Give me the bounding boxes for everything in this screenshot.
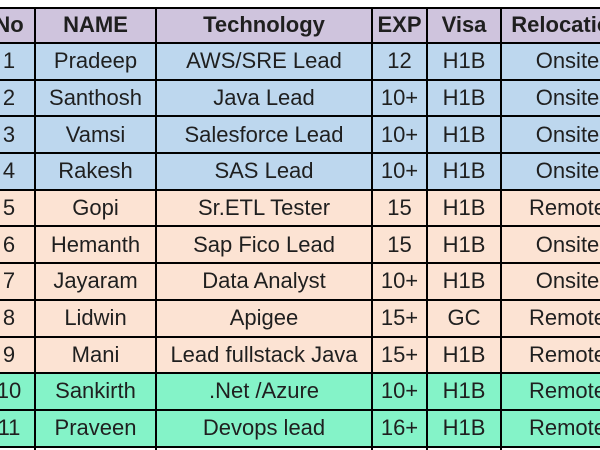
- cell-technology: Data Analyst: [155, 262, 373, 301]
- cell-relocation: Onsite: [500, 115, 600, 155]
- cell-visa: H1B: [426, 408, 502, 448]
- cell-exp: 10+: [371, 262, 428, 301]
- cell-relocation: Onsite: [500, 262, 600, 301]
- table-row: 6 Hemanth Sap Fico Lead 15 H1B Onsite: [0, 225, 600, 265]
- cell-name: Pradeep: [34, 42, 157, 81]
- cell-exp: 15+: [371, 335, 428, 375]
- cell-name: Rakesh: [34, 152, 157, 191]
- table-row: 11 Praveen Devops lead 16+ H1B Remote: [0, 408, 600, 448]
- cell-technology: Salesforce Lead: [155, 115, 373, 155]
- cell-visa: H1B: [426, 78, 502, 118]
- cell-name: Praveen: [34, 408, 157, 448]
- cell-exp: [371, 445, 428, 450]
- cell-exp: 16+: [371, 408, 428, 448]
- cell-relocation: Onsite: [500, 78, 600, 118]
- table-row: 3 Vamsi Salesforce Lead 10+ H1B Onsite: [0, 115, 600, 155]
- cell-technology: SAS Lead: [155, 152, 373, 191]
- cell-no: 6: [0, 225, 36, 265]
- table-row: 5 Gopi Sr.ETL Tester 15 H1B Remote: [0, 188, 600, 228]
- cell-name: Mani: [34, 335, 157, 375]
- header-row: No NAME Technology EXP Visa Relocation: [0, 7, 600, 44]
- col-header-exp: EXP: [371, 7, 428, 44]
- cell-no: 8: [0, 298, 36, 338]
- col-header-visa: Visa: [426, 7, 502, 44]
- col-header-name: NAME: [34, 7, 157, 44]
- cell-visa: H1B: [426, 188, 502, 228]
- cell-relocation: Remote: [500, 372, 600, 411]
- table-row: 9 Mani Lead fullstack Java 15+ H1B Remot…: [0, 335, 600, 375]
- cell-no: 4: [0, 152, 36, 191]
- col-header-no: No: [0, 7, 36, 44]
- col-header-technology: Technology: [155, 7, 373, 44]
- cell-no: 3: [0, 115, 36, 155]
- table-row: 10 Sankirth .Net /Azure 10+ H1B Remote: [0, 372, 600, 411]
- cell-visa: GC: [426, 298, 502, 338]
- cell-visa: H1B: [426, 225, 502, 265]
- cell-visa: H1B: [426, 115, 502, 155]
- cell-exp: 10+: [371, 152, 428, 191]
- cell-technology: Java Lead: [155, 78, 373, 118]
- cell-no: 1: [0, 42, 36, 81]
- table-header: No NAME Technology EXP Visa Relocation: [0, 7, 600, 44]
- cell-name: Jayaram: [34, 262, 157, 301]
- cell-technology: .Net /Azure: [155, 372, 373, 411]
- cell-no: 10: [0, 372, 36, 411]
- cell-name: Hemanth: [34, 225, 157, 265]
- cell-technology: Sr.ETL Tester: [155, 188, 373, 228]
- cell-relocation: Remote: [500, 408, 600, 448]
- cell-relocation: Onsite: [500, 152, 600, 191]
- cell-relocation: Remote: [500, 188, 600, 228]
- table-row: 8 Lidwin Apigee 15+ GC Remote: [0, 298, 600, 338]
- cell-name: [34, 445, 157, 450]
- cell-no: 11: [0, 408, 36, 448]
- cell-name: Lidwin: [34, 298, 157, 338]
- cell-technology: Lead fullstack Java: [155, 335, 373, 375]
- cell-relocation: Onsite: [500, 42, 600, 81]
- cell-visa: H1B: [426, 335, 502, 375]
- cell-visa: [426, 445, 502, 450]
- cell-exp: 10+: [371, 115, 428, 155]
- cell-exp: 15+: [371, 298, 428, 338]
- cell-name: Santhosh: [34, 78, 157, 118]
- table-row: 1 Pradeep AWS/SRE Lead 12 H1B Onsite: [0, 42, 600, 81]
- cell-relocation: [500, 445, 600, 450]
- cell-exp: 10+: [371, 372, 428, 411]
- cell-technology: AWS/SRE Lead: [155, 42, 373, 81]
- cell-no: 9: [0, 335, 36, 375]
- cell-exp: 15: [371, 225, 428, 265]
- cell-no: 5: [0, 188, 36, 228]
- cell-no: 2: [0, 78, 36, 118]
- cell-relocation: Remote: [500, 335, 600, 375]
- cell-exp: 12: [371, 42, 428, 81]
- cell-technology: [155, 445, 373, 450]
- cell-exp: 10+: [371, 78, 428, 118]
- cell-visa: H1B: [426, 42, 502, 81]
- table-row: 2 Santhosh Java Lead 10+ H1B Onsite: [0, 78, 600, 118]
- table-body: 1 Pradeep AWS/SRE Lead 12 H1B Onsite 2 S…: [0, 42, 600, 450]
- table-row: 4 Rakesh SAS Lead 10+ H1B Onsite: [0, 152, 600, 191]
- cell-name: Gopi: [34, 188, 157, 228]
- cell-technology: Apigee: [155, 298, 373, 338]
- cell-visa: H1B: [426, 152, 502, 191]
- cell-visa: H1B: [426, 372, 502, 411]
- cell-relocation: Onsite: [500, 225, 600, 265]
- cell-no: [0, 445, 36, 450]
- cell-technology: Sap Fico Lead: [155, 225, 373, 265]
- table-row: [0, 445, 600, 450]
- cell-visa: H1B: [426, 262, 502, 301]
- cell-technology: Devops lead: [155, 408, 373, 448]
- cell-name: Sankirth: [34, 372, 157, 411]
- cell-relocation: Remote: [500, 298, 600, 338]
- col-header-relocation: Relocation: [500, 7, 600, 44]
- hotlist-table: No NAME Technology EXP Visa Relocation 1…: [0, 7, 600, 450]
- cell-name: Vamsi: [34, 115, 157, 155]
- cell-no: 7: [0, 262, 36, 301]
- cell-exp: 15: [371, 188, 428, 228]
- table-row: 7 Jayaram Data Analyst 10+ H1B Onsite: [0, 262, 600, 301]
